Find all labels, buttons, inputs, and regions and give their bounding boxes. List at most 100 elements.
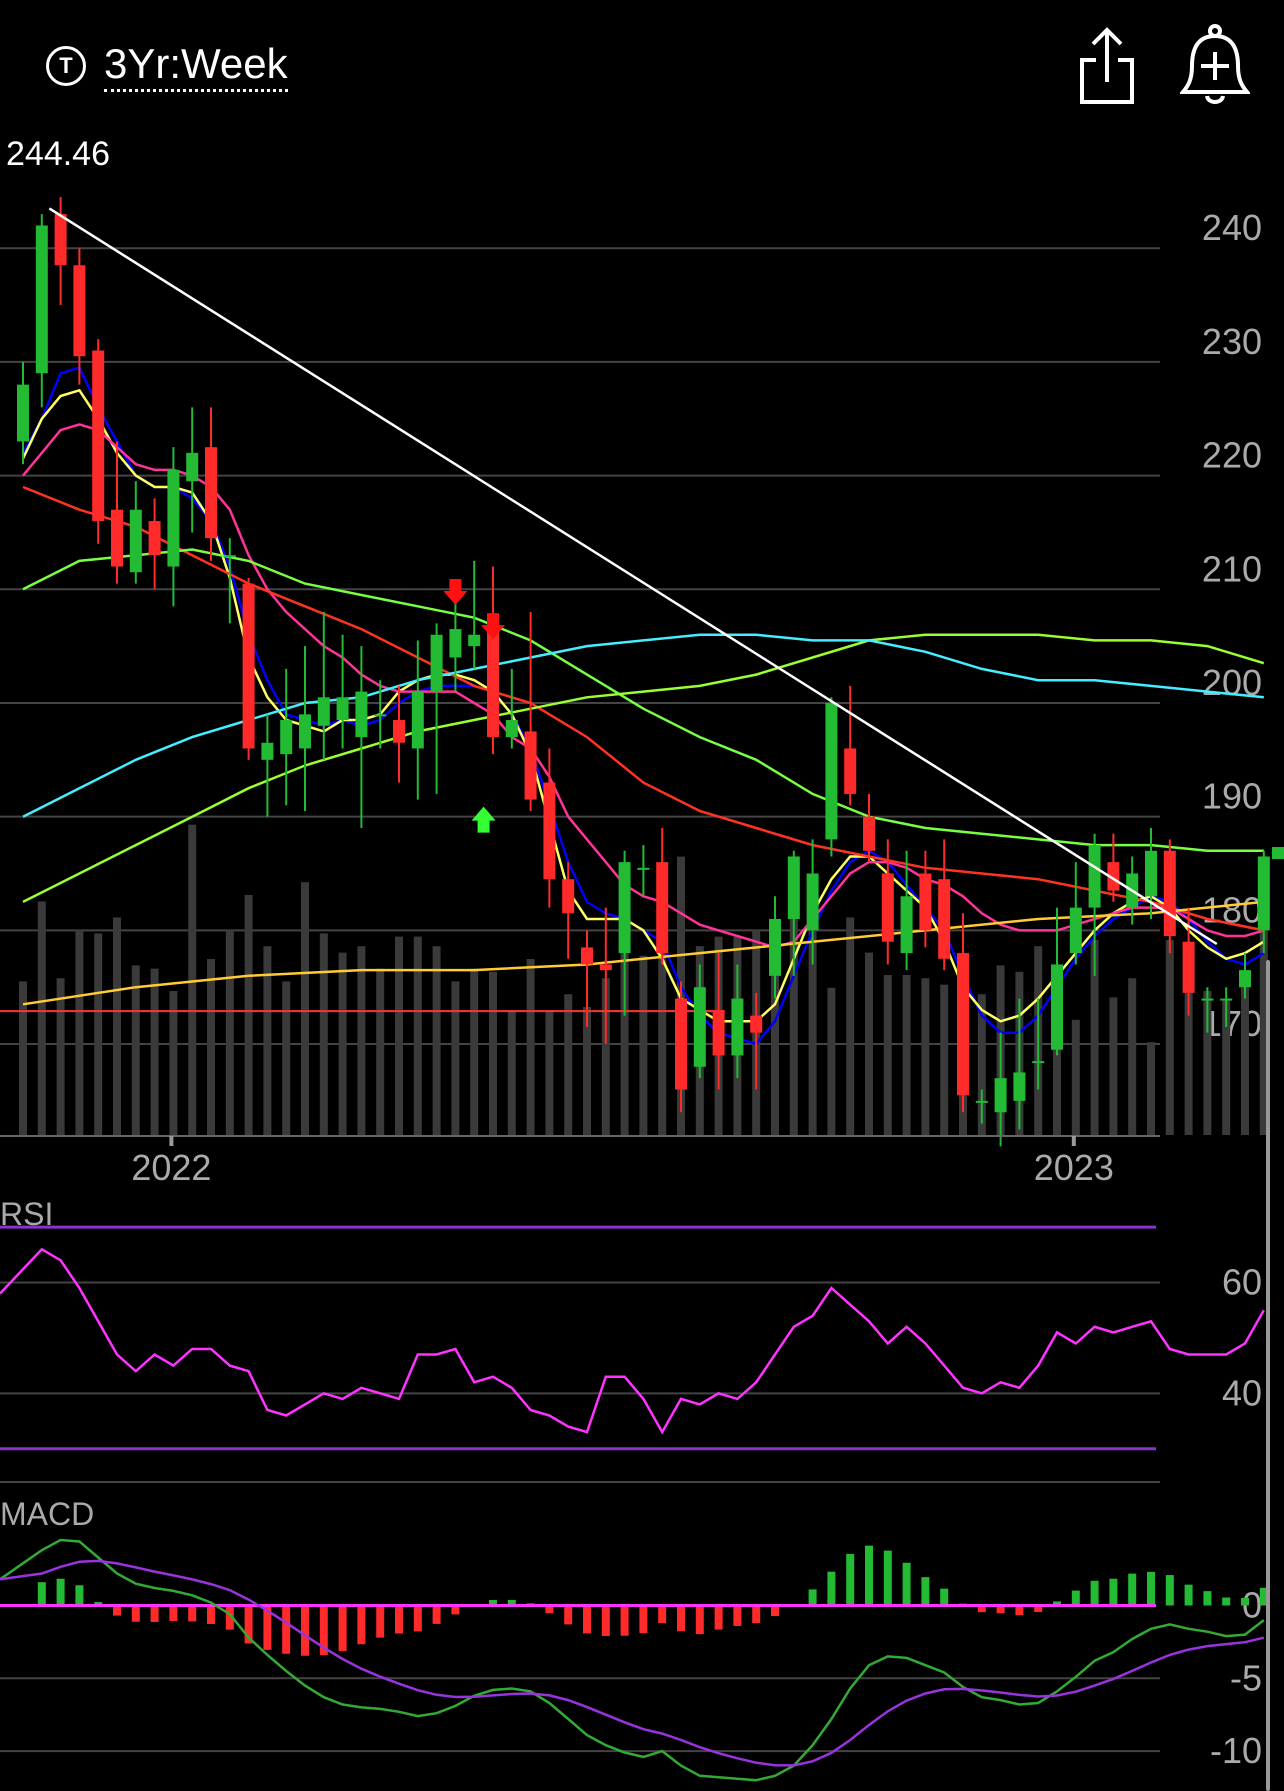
candle-body <box>468 634 481 647</box>
candle <box>280 668 293 806</box>
trend-line <box>48 207 1218 946</box>
candle <box>693 964 706 1079</box>
macd-histogram-bar <box>319 1605 328 1656</box>
candle-body <box>543 782 556 880</box>
volume-bar <box>507 1010 516 1135</box>
candle-body <box>299 714 311 749</box>
macd-histogram-bar <box>695 1605 704 1635</box>
candle <box>769 896 781 999</box>
candle <box>336 634 349 749</box>
candle <box>1013 998 1026 1130</box>
macd-histogram-bar <box>150 1605 159 1622</box>
moving-average-line <box>22 633 1265 904</box>
candle-body <box>957 953 969 1096</box>
share-button[interactable] <box>1076 26 1138 106</box>
candle-body <box>129 509 142 573</box>
volume-bar <box>150 968 159 1135</box>
volume-bar <box>244 895 253 1135</box>
candle-body <box>430 634 443 692</box>
candle-body <box>1163 850 1176 937</box>
candle-body <box>148 521 161 556</box>
candle-body <box>280 720 293 755</box>
volume-bar <box>846 917 855 1135</box>
candle <box>449 600 462 692</box>
candle <box>581 930 593 1027</box>
candle <box>487 566 499 755</box>
macd-histogram-bar <box>1241 1597 1249 1606</box>
macd-histogram-bar <box>1203 1591 1212 1606</box>
candle-body <box>844 748 857 794</box>
candle-body <box>1145 850 1157 897</box>
candle-body <box>223 555 236 558</box>
macd-histogram-bar <box>413 1605 422 1632</box>
add-alert-button[interactable] <box>1178 24 1252 108</box>
candle <box>1201 987 1214 1033</box>
macd-histogram-bar <box>1015 1605 1024 1616</box>
candle-body <box>975 1100 988 1103</box>
macd-histogram-bar <box>827 1571 836 1606</box>
macd-histogram-bar <box>1184 1584 1193 1606</box>
candle <box>148 498 161 590</box>
volume-bar <box>131 965 140 1135</box>
candle <box>17 361 29 465</box>
last-price-marker <box>1272 847 1284 860</box>
candle-body <box>1257 856 1270 931</box>
macd-histogram-bar <box>56 1578 65 1606</box>
volume-bar <box>883 975 892 1135</box>
candle-body <box>712 1009 725 1056</box>
macd-label: MACD <box>0 1496 94 1532</box>
candle-body <box>731 998 744 1056</box>
volume-bar <box>808 914 817 1135</box>
candle <box>881 839 894 965</box>
price-tick-label: 210 <box>1202 548 1262 589</box>
macd-histogram-bar <box>921 1577 930 1606</box>
sell-signal-arrow <box>443 578 468 605</box>
macd-histogram-bar <box>1034 1605 1043 1613</box>
volume-bar <box>865 952 873 1135</box>
candle <box>92 339 105 544</box>
candle-body <box>1239 970 1251 988</box>
candle-body <box>825 702 838 840</box>
macd-histogram-bar <box>263 1605 272 1650</box>
candle <box>411 640 424 800</box>
candle-body <box>35 225 48 374</box>
macd-tick-label: 0 <box>1242 1585 1262 1626</box>
candle <box>317 612 330 760</box>
macd-histogram-bar <box>432 1605 441 1624</box>
candle <box>975 1089 988 1124</box>
volume-bar <box>75 930 84 1135</box>
candle-body <box>562 879 575 914</box>
candle-body <box>599 964 612 971</box>
macd-histogram-bar <box>376 1605 385 1638</box>
candle-body <box>73 265 86 357</box>
macd-tick-label: -5 <box>1230 1657 1262 1698</box>
price-tick-label: 240 <box>1202 207 1262 248</box>
macd-histogram-bar <box>940 1588 949 1606</box>
high-price-label: 244.46 <box>6 135 110 173</box>
candle-body <box>167 469 180 567</box>
volume-bar <box>601 978 610 1135</box>
rsi-tick-label: 60 <box>1222 1262 1262 1303</box>
period-selector-button[interactable]: T 3Yr:Week <box>46 38 288 94</box>
macd-histogram-bar <box>357 1605 366 1645</box>
candle-body <box>769 918 781 976</box>
volume-bar <box>564 994 573 1135</box>
candle <box>505 668 518 749</box>
macd-line <box>0 1538 1265 1782</box>
candle-body <box>505 720 518 738</box>
candle <box>1239 953 1251 999</box>
volume-bar <box>1053 978 1061 1135</box>
candle <box>205 407 217 561</box>
candle-body <box>863 816 875 851</box>
volume-bar <box>413 936 422 1135</box>
price-tick-label: 230 <box>1202 321 1262 362</box>
macd-histogram-bar <box>846 1553 855 1606</box>
macd-histogram-bar <box>282 1605 291 1654</box>
candle <box>618 850 631 1016</box>
macd-histogram-bar <box>658 1605 667 1623</box>
price-tick-label: 170 <box>1202 1003 1262 1044</box>
candle <box>1088 833 1101 976</box>
candle-body <box>317 697 330 726</box>
chart-header: T 3Yr:Week <box>0 0 1284 130</box>
